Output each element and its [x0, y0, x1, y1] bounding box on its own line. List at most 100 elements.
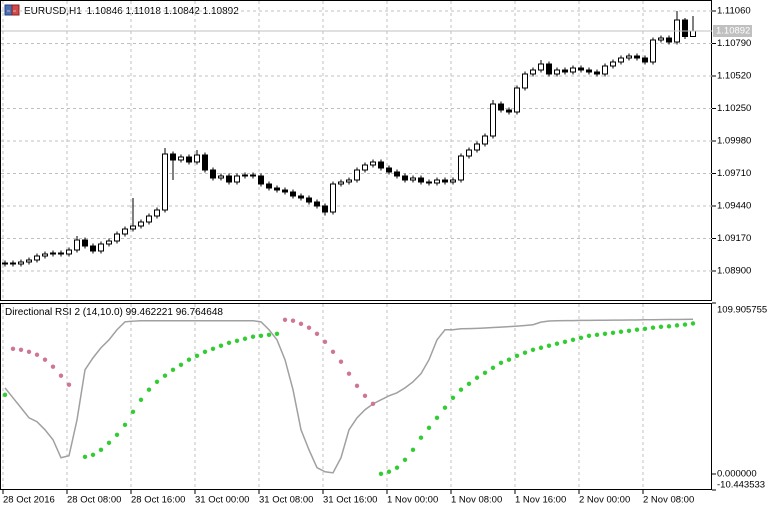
indicator-dot	[650, 325, 656, 330]
candle-body	[90, 245, 96, 252]
symbol-icon	[4, 4, 20, 16]
candle-body	[18, 261, 24, 265]
candle-body	[634, 55, 640, 59]
candle-body	[570, 67, 576, 73]
indicator-dot	[98, 447, 104, 453]
y-tick-label: 1.09980	[717, 135, 751, 146]
indicator-dot	[482, 370, 488, 375]
indicator-dot	[386, 469, 392, 474]
indicator-dot	[466, 381, 472, 387]
indicator-dot	[458, 387, 464, 392]
indicator-dot	[266, 332, 272, 338]
candle-body	[562, 69, 568, 73]
indicator-dot	[50, 364, 56, 369]
x-tick-label: 28 Oct 16:00	[131, 495, 185, 506]
x-tick-label: 1 Nov 08:00	[451, 495, 502, 506]
indicator-dot	[394, 465, 400, 470]
indicator-dot	[578, 335, 584, 341]
candle-body	[202, 154, 208, 171]
candle-body	[58, 252, 64, 255]
y-tick-label: 1.08900	[717, 265, 751, 276]
indicator-dot	[26, 349, 32, 354]
candle-body	[170, 153, 176, 161]
y-tick-label: 1.09710	[717, 168, 751, 179]
candle-body	[530, 69, 536, 75]
x-tick-label: 2 Nov 00:00	[579, 495, 630, 506]
indicator-dot	[490, 365, 496, 371]
candle-body	[138, 221, 144, 227]
indicator-dot	[586, 333, 592, 338]
indicator-dot	[330, 349, 336, 354]
indicator-dot	[514, 353, 520, 359]
candle-body	[682, 19, 688, 38]
candle-body	[426, 181, 432, 184]
candle-body	[370, 161, 376, 166]
candle-body	[522, 73, 528, 89]
indicator-dot	[162, 373, 168, 378]
candle-body	[330, 183, 336, 213]
indicator-dot	[602, 331, 608, 336]
indicator-dot	[522, 350, 528, 355]
candle-body	[322, 205, 328, 213]
candle-body	[66, 249, 72, 255]
candle-body	[546, 63, 552, 75]
indicator-dot	[594, 332, 600, 338]
indicator-dot	[186, 357, 192, 362]
indicator-header: Directional RSI 2 (14,10.0) 99.462221 96…	[5, 307, 223, 318]
x-tick-label: 28 Oct 2016	[3, 495, 55, 506]
indicator-dot	[202, 349, 208, 354]
candle-body	[402, 175, 408, 181]
candle-body	[466, 149, 472, 157]
candle-body	[514, 87, 520, 113]
candle-body	[362, 164, 368, 171]
x-tick-label: 28 Oct 08:00	[67, 495, 121, 506]
candle-body	[114, 233, 120, 242]
candle-body	[226, 175, 232, 183]
indicator-dot	[498, 360, 504, 366]
candle-body	[626, 55, 632, 59]
candle-body	[146, 215, 152, 223]
candle-body	[178, 156, 184, 161]
indicator-dot	[418, 435, 424, 440]
candle-body	[282, 189, 288, 193]
indicator-dot	[114, 432, 120, 437]
candle-body	[10, 262, 16, 265]
candle-body	[242, 174, 248, 177]
indicator-dot	[122, 422, 128, 428]
indicator-dot	[402, 457, 408, 462]
candle-body	[50, 252, 56, 255]
indicator-dot	[130, 409, 136, 414]
indicator-dot	[450, 395, 456, 400]
candle-body	[42, 253, 48, 257]
candle-body	[194, 154, 200, 163]
candle-body	[618, 57, 624, 63]
candle-body	[490, 103, 496, 137]
indicator-dot	[570, 337, 576, 343]
indicator-dot	[666, 324, 672, 329]
icon-part	[11, 4, 20, 16]
candle-body	[418, 177, 424, 183]
indicator-dot	[242, 336, 248, 341]
indicator-dot	[554, 341, 560, 346]
indicator-dot	[426, 425, 432, 430]
indicator-dot	[42, 357, 48, 362]
candle-body	[98, 243, 104, 252]
candle-body	[642, 57, 648, 63]
candle-body	[290, 191, 296, 197]
candle-body	[122, 228, 128, 235]
candle-body	[338, 181, 344, 185]
indicator-dot	[90, 452, 96, 458]
candle-body	[450, 179, 456, 183]
candle-body	[34, 255, 40, 261]
indicator-dot	[562, 339, 568, 345]
indicator-value: 99.462221	[126, 307, 174, 318]
candle-body	[458, 155, 464, 181]
candle-body	[442, 179, 448, 183]
indicator-dot	[674, 323, 680, 328]
candle-body	[106, 240, 112, 245]
x-tick-label: 1 Nov 16:00	[515, 495, 566, 506]
indicator-dot	[154, 379, 160, 384]
candle-body	[234, 175, 240, 183]
high-value: 1.11018	[126, 6, 162, 17]
